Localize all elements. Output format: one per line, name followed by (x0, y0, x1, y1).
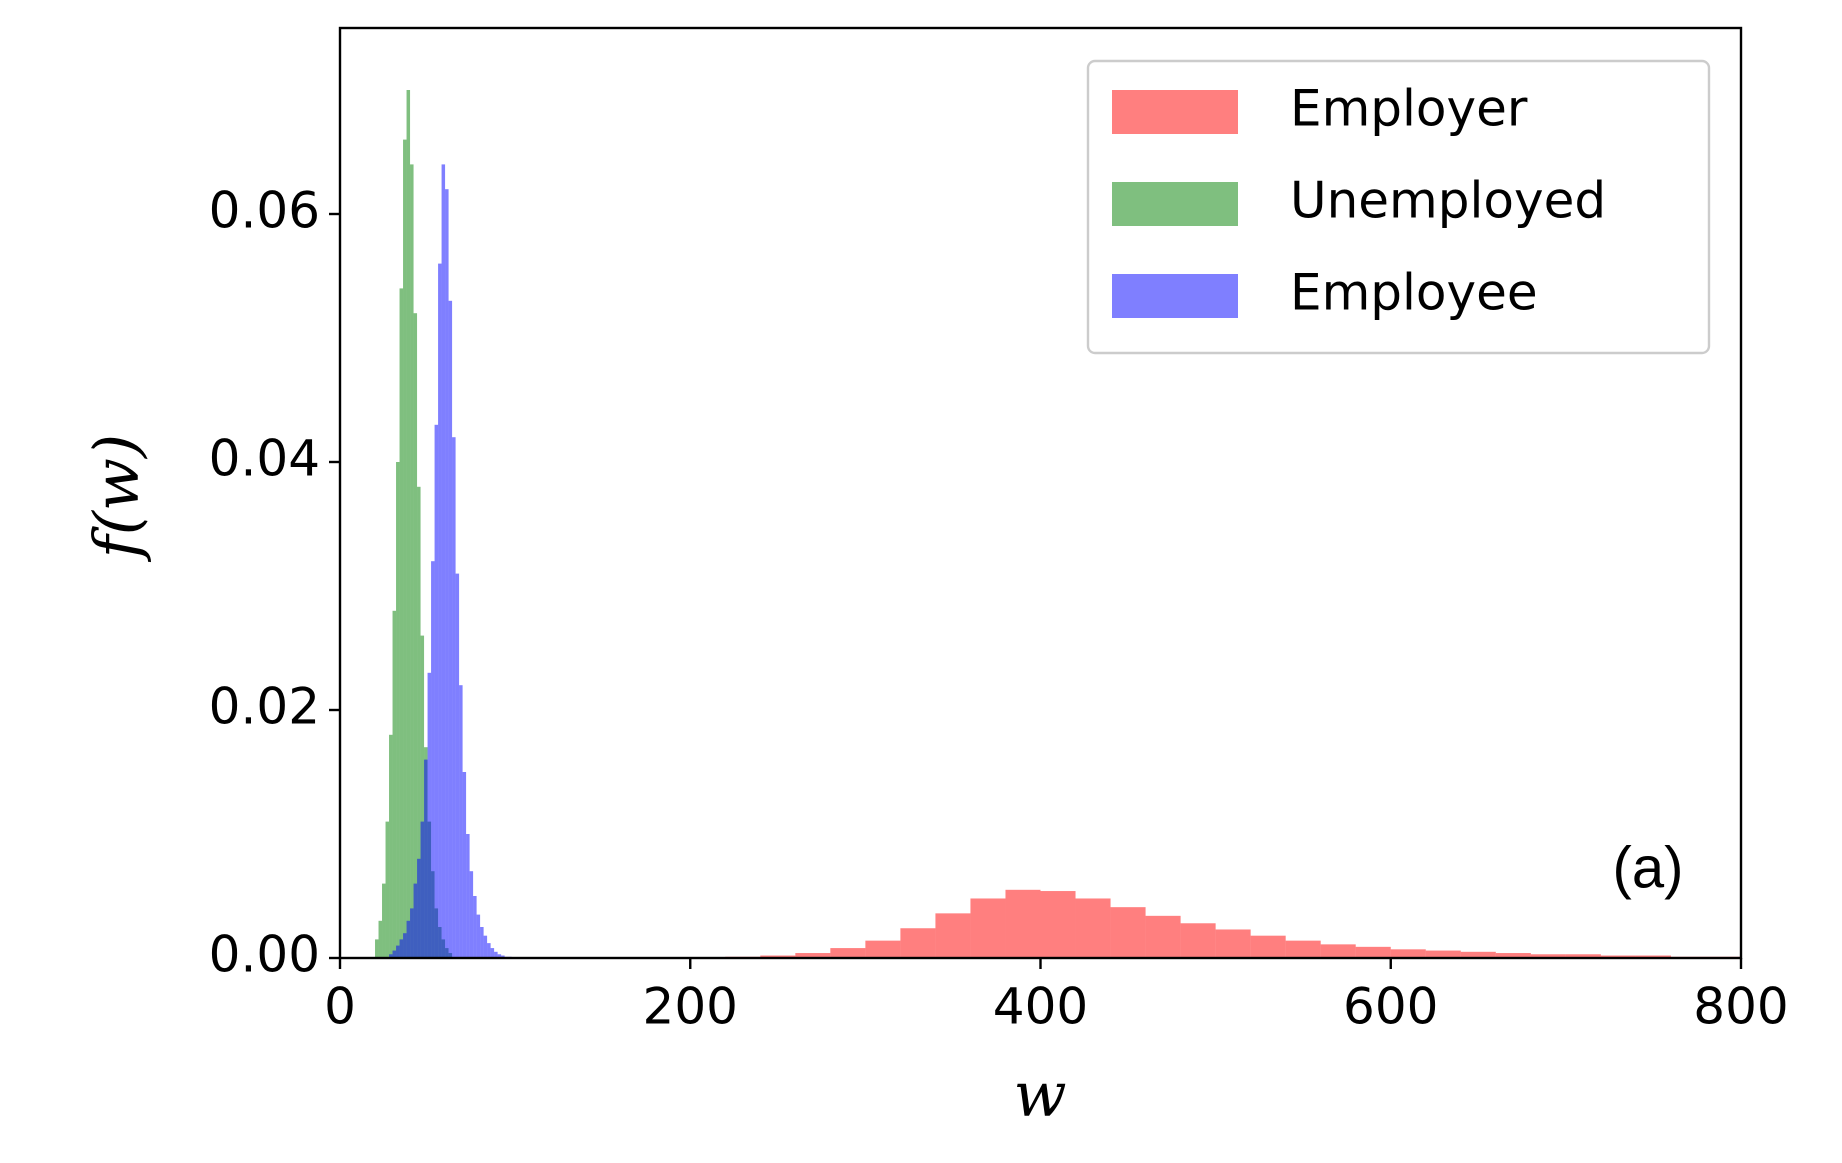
histogram-bar (1355, 946, 1391, 958)
histogram-bar (469, 871, 474, 958)
y-tick-label: 0.00 (209, 926, 320, 984)
annotation: (a) (1613, 835, 1684, 900)
histogram-bar (410, 164, 414, 958)
histogram-bar (406, 90, 411, 958)
histogram-bar (399, 288, 404, 958)
x-axis-label: w (1013, 1058, 1066, 1131)
histogram-bar (970, 898, 1006, 958)
histogram-bar (427, 672, 432, 958)
histogram-bar (406, 920, 411, 958)
histogram-bar (1215, 929, 1251, 958)
histogram-bar (1005, 889, 1041, 958)
histogram-bar (399, 939, 404, 958)
histogram-bar (462, 772, 467, 958)
histogram-bar (455, 573, 460, 958)
histogram-bar (1250, 935, 1286, 958)
histogram-bar (424, 759, 428, 958)
histogram-bar (1075, 898, 1111, 958)
histogram-bar (410, 908, 414, 958)
legend-swatch (1112, 274, 1238, 318)
histogram-bar (392, 610, 397, 958)
histogram-bar (1145, 915, 1181, 958)
histogram-bar (473, 896, 477, 958)
histogram-bar (494, 951, 498, 958)
histogram-bar (392, 950, 397, 958)
legend-swatch (1112, 90, 1238, 134)
histogram-bar (413, 313, 418, 958)
histogram-bar (403, 933, 407, 958)
histogram-bar (476, 914, 481, 958)
histogram-bar (1530, 954, 1566, 958)
histogram-bar (417, 486, 421, 958)
histogram-bar (1040, 891, 1076, 958)
histogram-bar (438, 263, 442, 959)
histogram-bar (483, 935, 488, 958)
legend-swatch (1112, 182, 1238, 226)
histogram-bar (378, 920, 383, 958)
y-tick-label: 0.04 (209, 430, 320, 488)
histogram-bar (501, 955, 505, 958)
histogram-bar (1320, 944, 1356, 958)
histogram-bar (417, 858, 421, 958)
histogram-bar (1390, 949, 1426, 958)
histogram-bar (1565, 954, 1601, 958)
histogram-bar (389, 734, 393, 958)
legend-label: Employer (1290, 80, 1528, 138)
histogram-bar (448, 300, 453, 958)
histogram-bar (396, 462, 400, 958)
histogram-bar (420, 635, 425, 958)
histogram-bar (452, 437, 456, 958)
legend-label: Employee (1290, 264, 1538, 322)
x-tick-label: 800 (1693, 978, 1788, 1036)
histogram-bar (760, 955, 796, 958)
histogram-bar (413, 883, 418, 958)
histogram-bar (431, 561, 435, 958)
histogram-bar (375, 939, 379, 958)
y-tick-label: 0.06 (209, 182, 320, 240)
histogram-bar (795, 953, 831, 958)
x-tick-label: 200 (643, 978, 738, 1036)
histogram-bar (382, 883, 386, 958)
histogram-bar (389, 954, 393, 958)
histogram-bar (1460, 951, 1496, 958)
histogram-bar (403, 139, 407, 959)
x-tick-label: 0 (324, 978, 356, 1036)
histogram-bar (900, 928, 936, 958)
histogram-bar (1180, 923, 1216, 958)
histogram-bar (830, 948, 866, 958)
histogram-bar (385, 821, 390, 958)
x-tick-label: 400 (993, 978, 1088, 1036)
histogram-bar (466, 834, 470, 958)
histogram-bar (434, 424, 439, 958)
histogram-bar (1600, 955, 1636, 958)
legend-box (1086, 59, 1711, 355)
histogram-bar (497, 954, 502, 958)
histogram-bar (865, 940, 901, 958)
histogram-bar (1495, 953, 1531, 958)
histogram-bar (935, 913, 971, 958)
histogram-bar (420, 821, 425, 958)
x-tick-label: 600 (1343, 978, 1438, 1036)
histogram-bar (396, 945, 400, 958)
y-tick-label: 0.02 (209, 678, 320, 736)
histogram-bar (487, 943, 491, 958)
histogram-bar (1425, 950, 1461, 958)
histogram-bar (480, 927, 484, 958)
histogram-bar (1635, 955, 1671, 958)
histogram-bar (445, 189, 449, 958)
y-axis-label: f(w) (80, 434, 153, 562)
legend-label: Unemployed (1290, 172, 1606, 230)
histogram-bar (1285, 940, 1321, 958)
histogram-bar (459, 685, 463, 958)
histogram-bar (490, 948, 495, 958)
histogram-bar (1110, 907, 1146, 958)
histogram-bar (441, 164, 446, 958)
